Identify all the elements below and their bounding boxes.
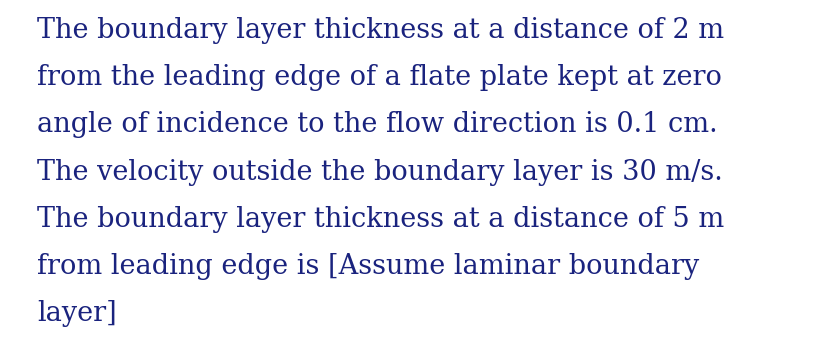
Text: layer]: layer]	[37, 300, 117, 327]
Text: from the leading edge of a flate plate kept at zero: from the leading edge of a flate plate k…	[37, 64, 721, 91]
Text: The velocity outside the boundary layer is 30 m/s.: The velocity outside the boundary layer …	[37, 159, 722, 186]
Text: angle of incidence to the flow direction is 0.1 cm.: angle of incidence to the flow direction…	[37, 111, 717, 139]
Text: The boundary layer thickness at a distance of 2 m: The boundary layer thickness at a distan…	[37, 17, 724, 44]
Text: from leading edge is [Assume laminar boundary: from leading edge is [Assume laminar bou…	[37, 253, 699, 280]
Text: The boundary layer thickness at a distance of 5 m: The boundary layer thickness at a distan…	[37, 206, 724, 233]
